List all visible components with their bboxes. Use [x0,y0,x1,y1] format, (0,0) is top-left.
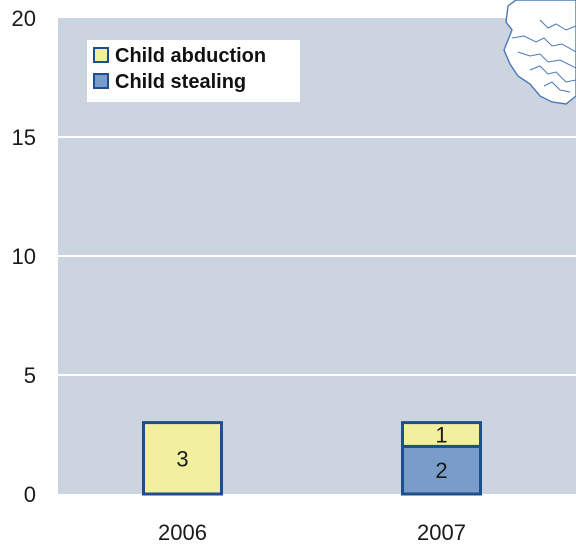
bar-segment [401,421,482,448]
y-tick-label: 0 [24,482,36,507]
legend-label: Child stealing [115,71,247,93]
bars: 3 2 1 [142,421,482,496]
y-tick-label: 5 [24,363,36,388]
data-label: 1 [435,423,447,448]
legend-item-child-stealing: Child stealing [93,70,246,94]
x-tick-label: 2006 [158,520,207,545]
legend-label: Child abduction [115,45,267,67]
legend-swatch [93,46,109,63]
x-axis-ticks: 2006 2007 [158,520,466,545]
data-label: 2 [435,458,447,483]
legend-swatch [93,72,109,89]
legend-item-child-abduction: Child abduction [93,44,266,68]
gridlines [58,136,576,376]
legend: Child abduction Child stealing [87,40,300,102]
x-tick-label: 2007 [417,520,466,545]
y-axis-ticks: 0 5 10 15 20 [12,6,36,507]
bar-segment [142,421,223,496]
data-label: 3 [176,446,188,471]
y-tick-label: 20 [12,6,36,31]
y-tick-label: 15 [12,125,36,150]
west-africa-map-icon [503,0,576,105]
y-tick-label: 10 [12,244,36,269]
